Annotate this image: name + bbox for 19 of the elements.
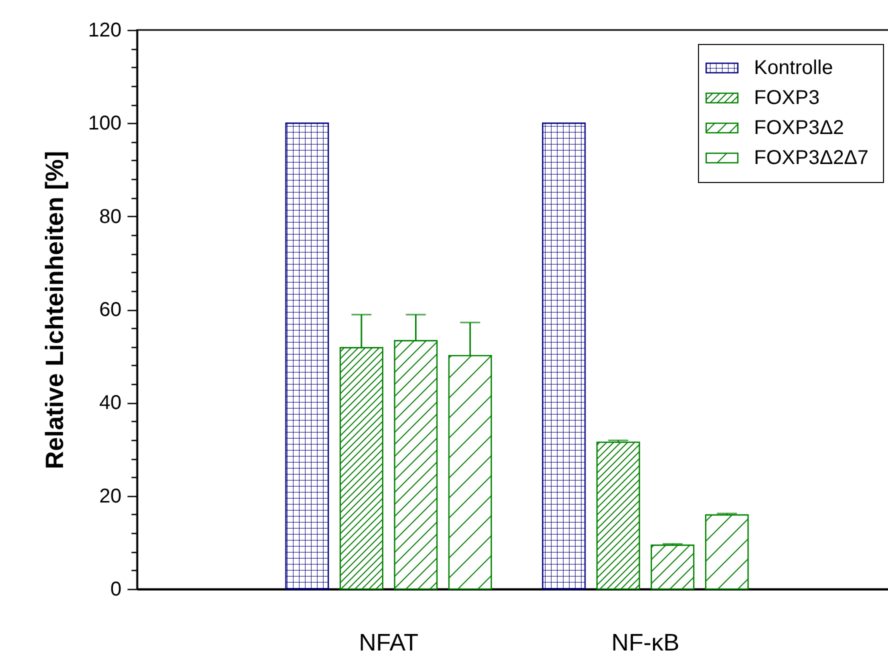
- legend-label: FOXP3Δ2: [754, 117, 844, 139]
- y-tick-label: 100: [88, 112, 122, 135]
- legend-label: FOXP3Δ2Δ7: [754, 147, 869, 169]
- y-tick-label: 0: [110, 578, 122, 600]
- x-tick-label: NF-κB: [611, 630, 680, 656]
- y-tick-label: 120: [88, 20, 122, 42]
- y-tick-label: 60: [99, 299, 122, 321]
- y-tick-label: 20: [99, 485, 122, 508]
- legend-label: FOXP3: [754, 87, 820, 109]
- bar: [285, 122, 329, 590]
- legend-label: Kontrolle: [754, 57, 833, 79]
- y-axis-title: Relative Lichteinheiten [%]: [41, 150, 70, 470]
- bar: [650, 544, 694, 590]
- x-tick-label: NFAT: [358, 630, 419, 656]
- bar: [705, 514, 749, 590]
- bar: [542, 122, 586, 590]
- bar: [596, 442, 640, 590]
- y-tick-label: 40: [99, 392, 122, 414]
- y-tick-label: 80: [99, 206, 122, 228]
